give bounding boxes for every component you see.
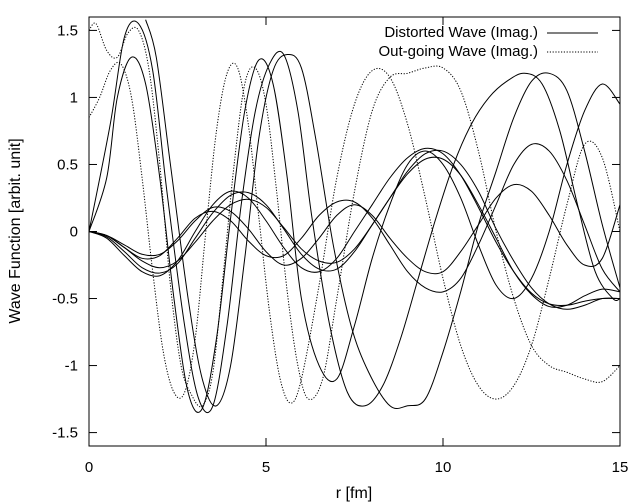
x-axis-label: r [fm] xyxy=(336,485,372,502)
distorted-wave-curve-5 xyxy=(89,183,620,275)
y-tick-label: -0.5 xyxy=(52,291,78,308)
series-layer xyxy=(89,19,620,414)
y-tick-label: -1.5 xyxy=(52,425,78,442)
y-tick-label: 1.5 xyxy=(57,22,78,39)
x-tick-label: 10 xyxy=(435,459,452,476)
y-tick-label: -1 xyxy=(65,358,78,375)
y-tick-label: 0.5 xyxy=(57,156,78,173)
tick-labels: 0 5 10 15 -1.5 -1 -0.5 0 0.5 1 1.5 xyxy=(52,22,628,476)
x-tick-label: 5 xyxy=(262,459,270,476)
legend: Distorted Wave (Imag.) Out-going Wave (I… xyxy=(379,24,598,60)
distorted-wave-curve-8 xyxy=(145,19,620,410)
distorted-wave-curve-6 xyxy=(89,56,620,413)
y-tick-label: 1 xyxy=(70,89,78,106)
y-axis-label: Wave Function [arbit. unit] xyxy=(7,138,24,323)
x-tick-label: 15 xyxy=(612,459,629,476)
distorted-wave-curve-1 xyxy=(89,149,620,310)
outgoing-wave-curve-1 xyxy=(89,61,620,404)
outgoing-wave-curve-2 xyxy=(89,22,620,408)
distorted-wave-curve-3 xyxy=(89,147,620,307)
distorted-wave-curve-4 xyxy=(89,143,620,293)
legend-label-distorted-wave: Distorted Wave (Imag.) xyxy=(384,24,538,41)
distorted-wave-curve-7 xyxy=(89,20,620,414)
distorted-wave-curve-2 xyxy=(89,156,620,308)
tick-marks xyxy=(88,17,621,446)
y-tick-label: 0 xyxy=(70,224,78,241)
legend-label-outgoing-wave: Out-going Wave (Imag.) xyxy=(379,43,539,60)
x-tick-label: 0 xyxy=(85,459,93,476)
